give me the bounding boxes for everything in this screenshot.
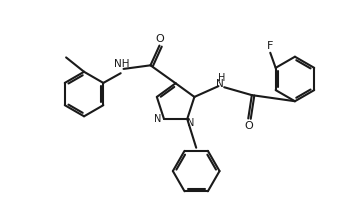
Text: NH: NH: [114, 58, 130, 69]
Text: N: N: [187, 118, 194, 128]
Text: H: H: [218, 73, 225, 83]
Text: N: N: [154, 114, 161, 124]
Text: O: O: [156, 34, 165, 44]
Text: N: N: [216, 79, 223, 89]
Text: O: O: [245, 121, 253, 131]
Text: F: F: [267, 41, 273, 51]
